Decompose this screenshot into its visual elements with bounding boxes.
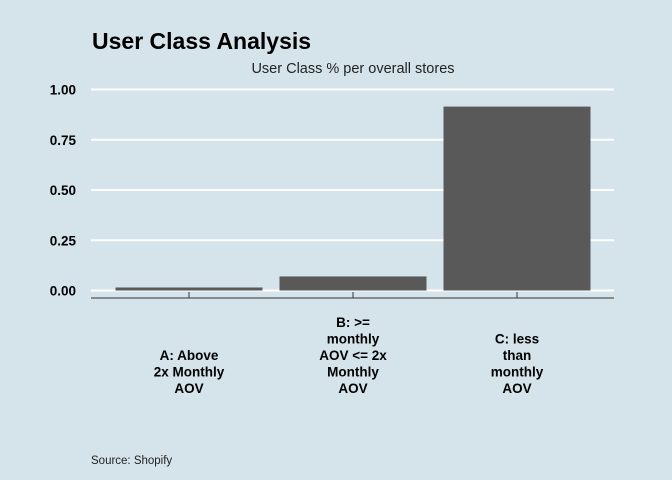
bar [443, 106, 591, 291]
x-tick-label-line: AOV <= 2x [319, 348, 387, 363]
x-tick-label-line: monthly [491, 365, 544, 380]
x-tick-label-line: A: Above [160, 348, 219, 363]
x-tick-label-line: than [503, 348, 532, 363]
y-tick-label: 0.50 [50, 183, 76, 198]
x-tick-label-line: AOV [338, 381, 367, 396]
x-tick-label-line: 2x Monthly [154, 365, 225, 380]
x-tick-label-line: B: >= [336, 315, 370, 330]
y-tick-label: 0.75 [50, 133, 77, 148]
bars [115, 106, 591, 291]
x-tick-label-line: Monthly [327, 365, 379, 380]
y-axis-tick-labels: 0.00 0.25 0.50 0.75 1.00 [50, 83, 77, 299]
bar [279, 276, 427, 291]
y-tick-label: 0.00 [50, 284, 76, 299]
x-tick-label-line: monthly [327, 332, 380, 347]
chart-caption: Source: Shopify [91, 455, 172, 467]
y-tick-label: 1.00 [50, 83, 76, 98]
x-tick-label-line: AOV [174, 381, 203, 396]
bar [115, 287, 263, 291]
x-tick-label-line: AOV [502, 381, 531, 396]
y-tick-label: 0.25 [50, 233, 77, 248]
chart-subtitle: User Class % per overall stores [251, 61, 454, 77]
chart-title: User Class Analysis [92, 28, 311, 54]
x-tick-label-line: C: less [495, 332, 539, 347]
